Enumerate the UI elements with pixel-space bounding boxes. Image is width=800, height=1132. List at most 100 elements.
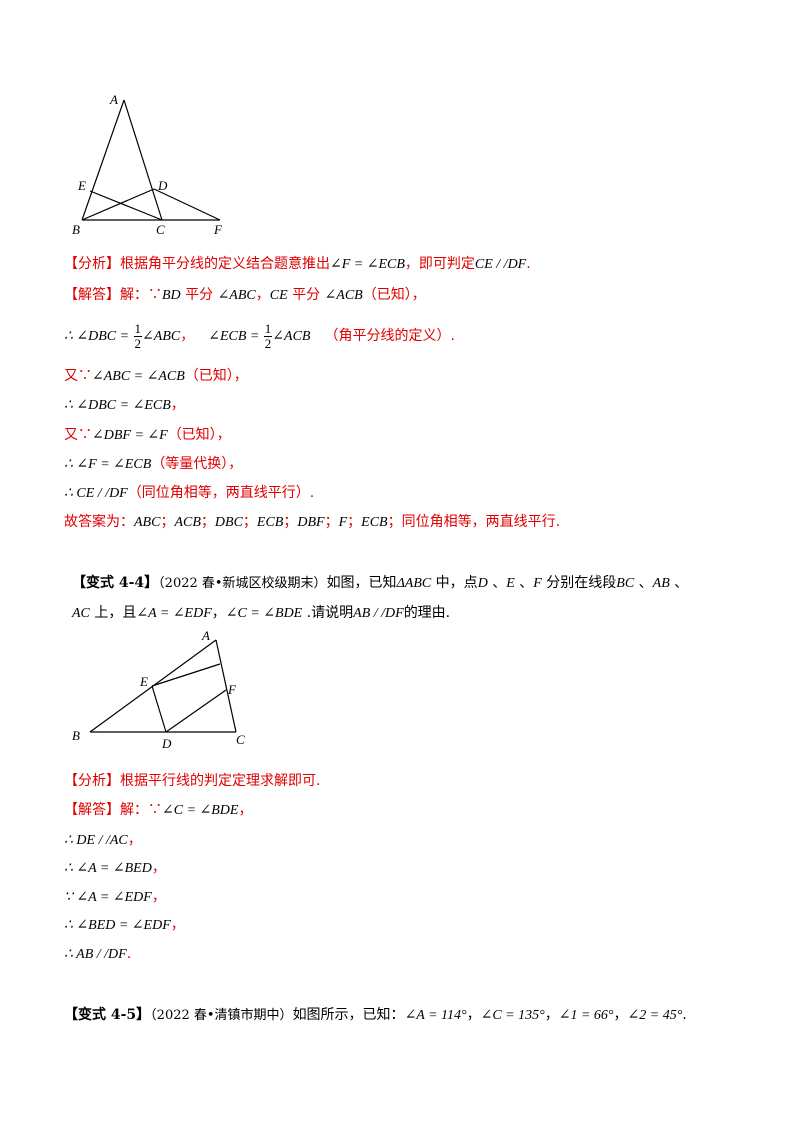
math: ∠C = ∠BDE bbox=[225, 606, 303, 621]
text: 分别在线段 bbox=[541, 575, 617, 591]
math: AC bbox=[72, 606, 90, 621]
math: E bbox=[506, 576, 515, 591]
frac-num: 1 bbox=[263, 320, 273, 337]
text: ， bbox=[151, 889, 166, 905]
answer: DBF bbox=[297, 515, 325, 530]
text: （已知）， bbox=[362, 287, 426, 303]
text: ， bbox=[544, 1007, 559, 1023]
question-source: （2022 春•清镇市期中） bbox=[150, 1008, 293, 1023]
label-D: D bbox=[161, 736, 172, 751]
question-source: （2022 春•新城区校级期末） bbox=[158, 576, 327, 591]
sep: ； bbox=[242, 514, 257, 530]
sol2-line6: ∴ AB / /DF. bbox=[64, 944, 131, 965]
answer-tag: 【解答】 bbox=[64, 287, 120, 303]
label-C: C bbox=[236, 732, 245, 747]
analysis-tag: 【分析】 bbox=[64, 256, 120, 272]
text: （等量代换）， bbox=[151, 456, 243, 472]
math: ∠ABC bbox=[217, 288, 256, 303]
text: ， bbox=[127, 832, 142, 848]
sol2-line2: ∴ DE / /AC， bbox=[64, 830, 142, 851]
math: ∠ABC bbox=[142, 329, 181, 344]
figure-1-triangle: A E D B C F bbox=[72, 92, 223, 237]
frac-den: 2 bbox=[264, 335, 272, 351]
label-E: E bbox=[139, 674, 148, 689]
text: （已知）， bbox=[184, 368, 248, 384]
analysis-end: . bbox=[526, 256, 531, 272]
sol1-line1: 【解答】解：∵BD 平分 ∠ABC，CE 平分 ∠ACB（已知）， bbox=[64, 285, 426, 306]
text: ， bbox=[180, 328, 195, 344]
sol2-line5: ∴ ∠BED = ∠EDF， bbox=[64, 915, 185, 936]
math: ∠A = 114° bbox=[404, 1008, 467, 1023]
answer: ACB bbox=[174, 515, 201, 530]
analysis-math: ∠F = ∠ECB bbox=[330, 257, 405, 272]
text: 、 bbox=[669, 575, 689, 591]
text: 、 bbox=[487, 575, 507, 591]
sep: ； bbox=[347, 514, 362, 530]
math: ∠1 = 66° bbox=[558, 1008, 614, 1023]
text: （同位角相等，两直线平行）. bbox=[127, 485, 315, 501]
text: 、 bbox=[514, 575, 534, 591]
math: CE bbox=[269, 288, 288, 303]
math: BD bbox=[162, 288, 181, 303]
q45-line1: 【变式 4-5】（2022 春•清镇市期中）如图所示，已知：∠A = 114° ，… bbox=[64, 1005, 687, 1026]
text: 平分 bbox=[180, 287, 218, 303]
text: （已知）， bbox=[167, 427, 231, 443]
math: ∴ ∠F = ∠ECB bbox=[64, 457, 152, 472]
math: BC bbox=[616, 576, 635, 591]
text: 如图所示，已知： bbox=[292, 1007, 405, 1023]
math: ∴ ∠BED = ∠EDF bbox=[64, 918, 171, 933]
label-A: A bbox=[109, 92, 118, 107]
math: ∴ ∠DBC = ∠ECB bbox=[64, 398, 171, 413]
math: ∴ DE / /AC bbox=[64, 833, 128, 848]
sep: ； bbox=[200, 514, 215, 530]
label-E: E bbox=[77, 178, 86, 193]
math: ∠DBF = ∠F bbox=[92, 428, 168, 443]
text: ， bbox=[151, 860, 166, 876]
text: ， bbox=[255, 287, 270, 303]
label-A: A bbox=[201, 628, 210, 643]
sol2-line1: 【解答】解：∵∠C = ∠BDE， bbox=[64, 800, 252, 821]
question-tag: 【变式 4-4】 bbox=[72, 575, 159, 591]
math: AB / /DF bbox=[353, 606, 404, 621]
text: ， bbox=[211, 605, 226, 621]
label-B: B bbox=[72, 222, 80, 237]
math: AB bbox=[652, 576, 670, 591]
analysis-text: 根据平行线的判定定理求解即可. bbox=[120, 773, 321, 789]
text: . bbox=[682, 1007, 687, 1023]
text: 中，点 bbox=[431, 575, 478, 591]
text: 同位角相等，两直线平行. bbox=[401, 514, 561, 530]
answer-intro: 解：∵ bbox=[120, 287, 162, 303]
sol2-line3: ∴ ∠A = ∠BED， bbox=[64, 858, 166, 879]
label-F: F bbox=[227, 682, 237, 697]
question-tag: 【变式 4-5】 bbox=[64, 1007, 151, 1023]
frac-num: 1 bbox=[133, 320, 143, 337]
label-B: B bbox=[72, 728, 80, 743]
sep: ； bbox=[324, 514, 339, 530]
math: F bbox=[533, 576, 542, 591]
q44-line2: AC 上，且∠A = ∠EDF，∠C = ∠BDE .请说明AB / /DF的理… bbox=[72, 603, 450, 624]
math: ∵ ∠A = ∠EDF bbox=[64, 890, 152, 905]
math: ∠ACB bbox=[324, 288, 363, 303]
math: ∠A = ∠EDF bbox=[136, 606, 212, 621]
sol1-line2: ∴ ∠DBC = 1 2 ∠ABC， ∠ECB = 1 2 ∠ACB （角平分线的定义）. bbox=[64, 318, 455, 355]
label-D: D bbox=[157, 178, 168, 193]
text: 上，且 bbox=[89, 605, 137, 621]
frac-den: 2 bbox=[134, 335, 142, 351]
text: ， bbox=[613, 1007, 628, 1023]
math: ∠2 = 45° bbox=[627, 1008, 683, 1023]
math: ∠ACB bbox=[272, 329, 311, 344]
text: 故答案为： bbox=[64, 514, 134, 530]
answer-tag: 【解答】 bbox=[64, 802, 120, 818]
answer: ECB bbox=[361, 515, 388, 530]
sol2-analysis: 【分析】根据平行线的判定定理求解即可. bbox=[64, 771, 320, 791]
text: （角平分线的定义）. bbox=[324, 328, 455, 344]
math: ∴ ∠A = ∠BED bbox=[64, 861, 152, 876]
q44-line1: 【变式 4-4】（2022 春•新城区校级期末）如图，已知ΔABC 中，点D 、… bbox=[72, 573, 688, 594]
analysis-math2: CE / /DF bbox=[474, 257, 527, 272]
text: ， bbox=[170, 397, 185, 413]
text: ， bbox=[170, 917, 185, 933]
sep: ； bbox=[160, 514, 175, 530]
text: ， bbox=[238, 802, 253, 818]
